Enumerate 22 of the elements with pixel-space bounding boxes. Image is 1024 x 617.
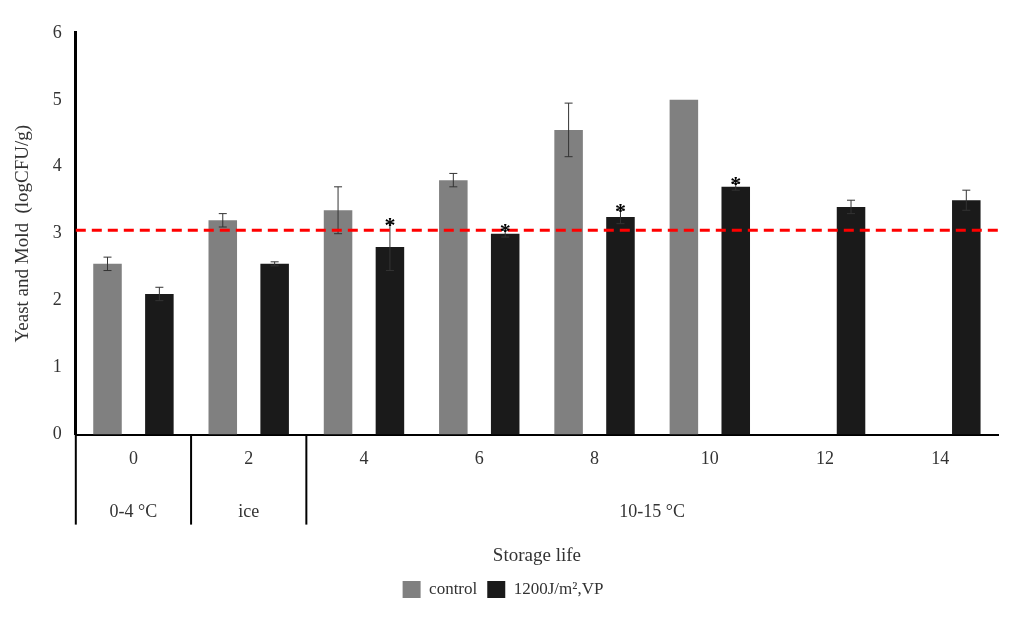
x-axis-title: Storage life (492, 543, 581, 565)
x-tick-label: 4 (359, 448, 369, 469)
y-tick-label: 5 (52, 88, 62, 109)
x-tick-label: 14 (931, 448, 950, 469)
x-tick-label: 12 (816, 448, 835, 469)
x-tick-label: 6 (474, 448, 484, 469)
y-tick-label: 1 (52, 356, 62, 377)
text: 0-4 °C (109, 501, 158, 522)
y-tick-label: 3 (52, 222, 62, 243)
legend-label: control (429, 578, 478, 598)
text: 10-15 °C (619, 501, 686, 522)
text: ice (238, 501, 260, 522)
x-tick-label: 0 (128, 448, 138, 469)
x-tick-label: 2 (244, 448, 254, 469)
y-tick-label: 6 (52, 21, 62, 42)
y-tick-label: 4 (52, 155, 62, 176)
y-tick-label: 0 (52, 423, 62, 444)
y-tick-label: 2 (52, 289, 62, 310)
x-tick-label: 10 (700, 448, 719, 469)
legend-label: 1200J/m²,VP (513, 578, 604, 598)
y-axis-title: Yeast and Mold (logCFU/g) (11, 124, 34, 343)
x-tick-label: 8 (590, 448, 600, 469)
